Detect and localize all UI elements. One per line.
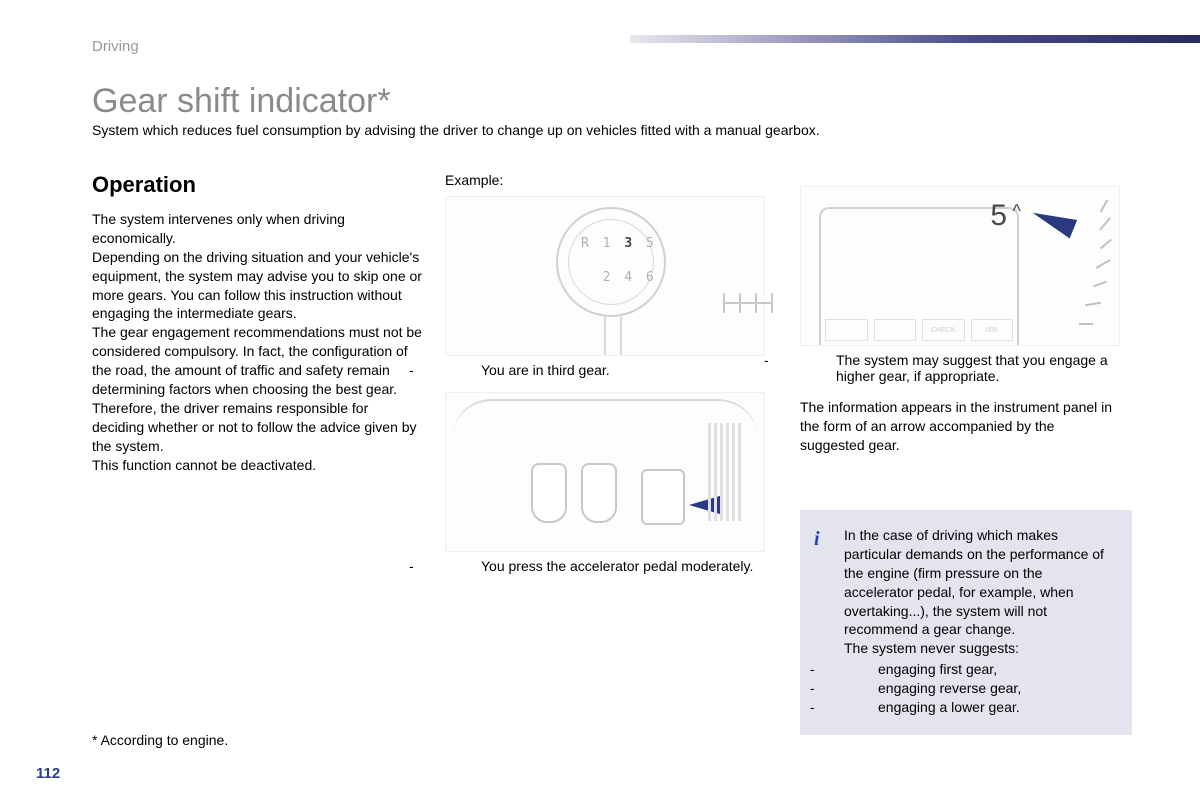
caption-higher-gear-text: The system may suggest that you engage a… [836,352,1108,384]
operation-paragraph-4: This function cannot be deactivated. [92,456,422,475]
suggested-gear-number: 5 [990,199,1007,233]
dash-check-indicator: CHECK [922,319,965,341]
gear-stick-icon [604,317,622,355]
info-list-item: -engaging a lower gear. [844,698,1114,717]
info-list-item-text: engaging reverse gear, [878,680,1021,696]
header-accent-bar [630,35,1200,43]
info-list-item: -engaging reverse gear, [844,679,1114,698]
caption-third-gear: -You are in third gear. [445,362,785,378]
operation-paragraph-2: Depending on the driving situation and y… [92,248,422,324]
clutch-pedal-icon [531,463,567,523]
caption-third-gear-text: You are in third gear. [481,362,610,378]
page-title: Gear shift indicator* [92,82,391,121]
example-label: Example: [445,172,785,188]
column-example: Example: R 1 3 5 2 4 6 -You are in third… [445,172,785,588]
instrument-panel-paragraph: The information appears in the instrumen… [800,398,1120,455]
operation-paragraph-1: The system intervenes only when driving … [92,210,422,248]
caption-accelerator: -You press the accelerator pedal moderat… [445,558,785,574]
dash-indicators-row: CHECK 000 [825,319,1013,341]
dash-indicator-icon [825,319,868,341]
highlighted-gear: 3 [624,236,635,251]
info-icon: i [814,526,820,553]
info-list-item-text: engaging a lower gear. [878,699,1020,715]
tachometer-gauge-icon [1023,193,1113,341]
gear-knob-illustration: R 1 3 5 2 4 6 [445,196,765,356]
page-number: 112 [36,765,60,782]
info-list-item: -engaging first gear, [844,660,1114,679]
accelerator-pedal-icon [641,469,685,525]
info-list: -engaging first gear, -engaging reverse … [844,660,1114,717]
dash-indicator-icon [874,319,917,341]
info-text-1: In the case of driving which makes parti… [844,526,1114,639]
caption-accelerator-text: You press the accelerator pedal moderate… [481,558,753,574]
column-operation: Operation The system intervenes only whe… [92,172,422,474]
brake-pedal-icon [581,463,617,523]
column-right: 5 ^ CHECK 000 -The system may suggest th… [800,186,1120,455]
operation-paragraph-3: The gear engagement recommendations must… [92,323,422,455]
footnote: * According to engine. [92,732,228,748]
footwell-vents-icon [708,423,752,521]
caption-higher-gear: -The system may suggest that you engage … [800,352,1120,384]
operation-heading: Operation [92,172,422,198]
up-arrow-icon: ^ [1013,201,1021,222]
gear-numbers: R 1 3 5 2 4 6 [581,237,657,286]
info-text-2: The system never suggests: [844,639,1114,658]
info-box: i In the case of driving which makes par… [800,510,1132,735]
section-label: Driving [92,38,139,55]
dash-indicator-icon: 000 [971,319,1014,341]
gear-pattern-icon [719,293,775,313]
pedals-illustration [445,392,765,552]
dashboard-illustration: 5 ^ CHECK 000 [800,186,1120,346]
page-subtitle: System which reduces fuel consumption by… [92,122,820,138]
info-list-item-text: engaging first gear, [878,661,997,677]
